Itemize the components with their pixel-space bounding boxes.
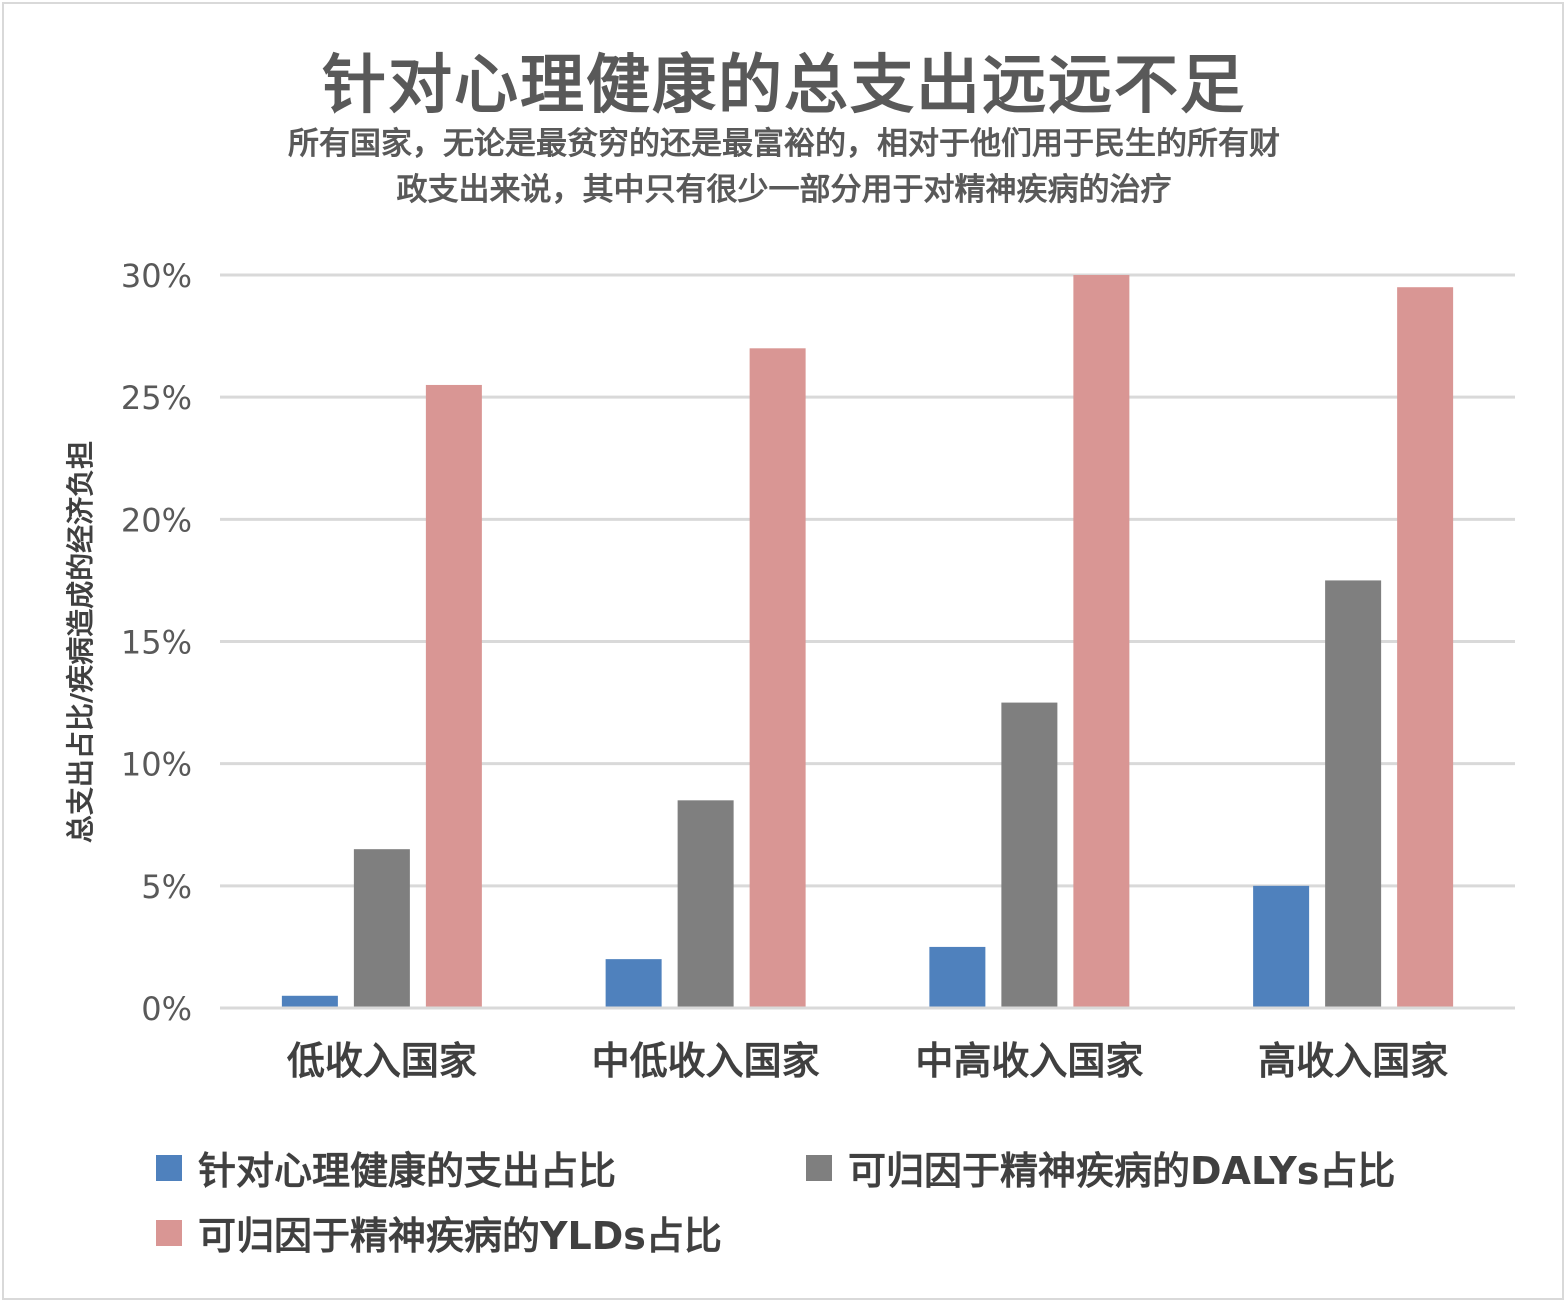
bar — [749, 348, 806, 1008]
y-tick-label: 5% — [141, 868, 192, 906]
x-tick-label: 中高收入国家 — [915, 1039, 1143, 1083]
legend-swatch-spending — [156, 1154, 182, 1181]
bar — [353, 849, 410, 1008]
bar — [1001, 702, 1058, 1008]
legend-item-dalys: 可归因于精神疾病的DALYs占比 — [806, 1140, 1395, 1195]
bar — [1325, 580, 1382, 1008]
bar — [1397, 287, 1454, 1008]
bar — [677, 800, 734, 1008]
legend-item-ylds: 可归因于精神疾病的YLDs占比 — [156, 1205, 722, 1260]
legend-label-dalys: 可归因于精神疾病的DALYs占比 — [848, 1149, 1396, 1193]
chart-title: 针对心理健康的总支出远远不足 — [322, 49, 1246, 123]
chart-subtitle-line-2: 政支出来说，其中只有很少一部分用于对精神疾病的治疗 — [396, 172, 1172, 208]
legend-label-spending: 针对心理健康的支出占比 — [198, 1149, 617, 1193]
y-tick-label: 20% — [121, 501, 192, 539]
bar — [1253, 885, 1310, 1008]
x-tick-label: 低收入国家 — [287, 1039, 477, 1083]
legend-swatch-ylds — [156, 1219, 182, 1246]
bar — [425, 384, 482, 1008]
x-tick-label: 中低收入国家 — [592, 1039, 820, 1083]
legend-label-ylds: 可归因于精神疾病的YLDs占比 — [198, 1214, 722, 1258]
x-tick-label: 高收入国家 — [1258, 1039, 1448, 1083]
bar — [281, 995, 338, 1008]
chart-subtitle-line-1: 所有国家，无论是最贫穷的还是最富裕的，相对于他们用于民生的所有财 — [288, 126, 1280, 162]
y-tick-label: 10% — [121, 746, 192, 784]
y-tick-label: 30% — [121, 257, 192, 295]
y-tick-label: 15% — [121, 624, 192, 662]
bar — [1073, 275, 1130, 1008]
bar — [605, 959, 662, 1008]
legend-swatch-dalys — [806, 1154, 832, 1181]
legend-item-spending: 针对心理健康的支出占比 — [156, 1140, 616, 1195]
bar — [929, 946, 986, 1008]
y-tick-label: 25% — [121, 379, 192, 417]
y-tick-label: 0% — [141, 990, 192, 1028]
